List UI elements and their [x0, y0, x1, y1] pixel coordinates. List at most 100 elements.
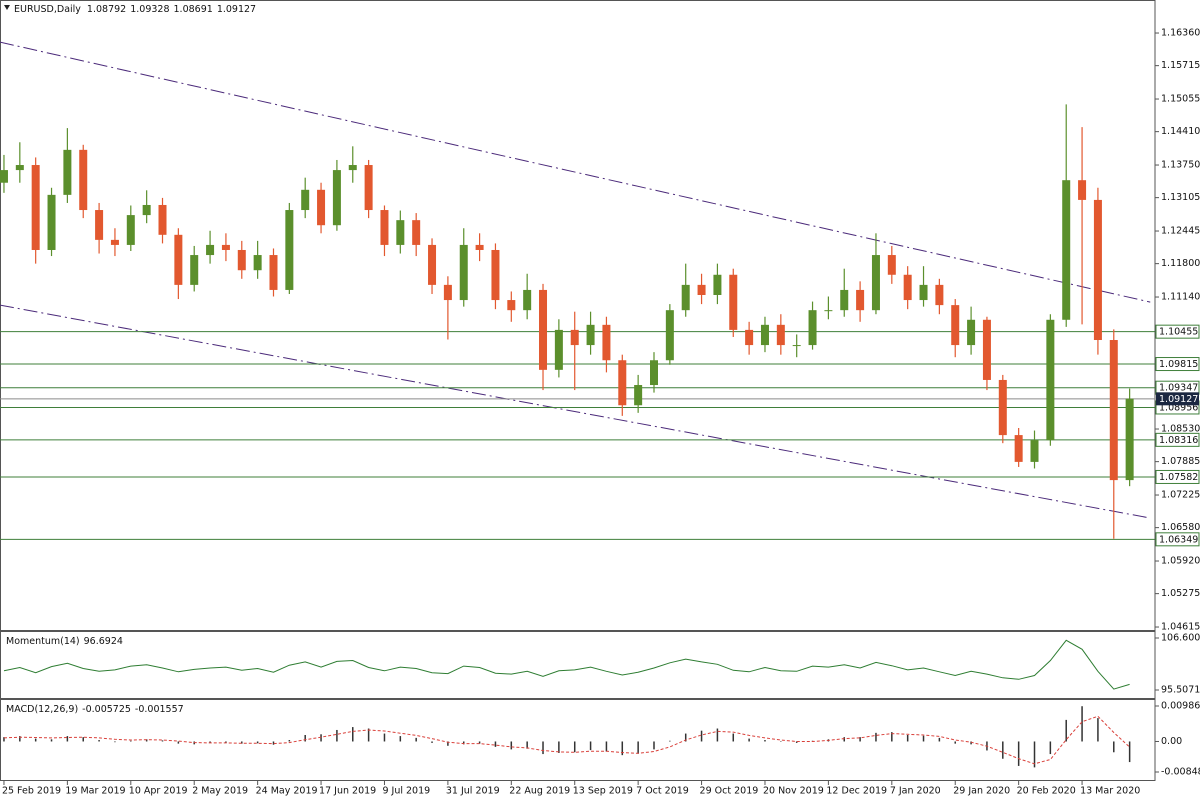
- current-price-box: [1156, 392, 1199, 406]
- candle-body: [1109, 340, 1118, 481]
- candle-body: [982, 319, 991, 380]
- candle-body: [792, 345, 801, 347]
- level-label: 1.09815: [1159, 359, 1198, 370]
- macd-header: MACD(12,26,9) -0.005725 -0.001557: [6, 704, 184, 715]
- momentum-title: Momentum(14): [6, 636, 80, 647]
- x-tick-label: 31 Jul 2019: [446, 786, 500, 797]
- candle-body: [459, 244, 468, 301]
- macd-bar: [891, 732, 893, 742]
- candle-body: [79, 149, 88, 211]
- candle-body: [380, 210, 389, 245]
- candle-body: [443, 284, 452, 301]
- momentum-pane-frame: [0, 631, 1156, 699]
- x-tick-label: 12 Dec 2019: [826, 786, 887, 797]
- macd-bar: [1017, 741, 1020, 766]
- candle-body: [95, 210, 104, 240]
- candle-body: [919, 284, 928, 301]
- candle-body: [808, 310, 817, 346]
- macd-bar: [1097, 718, 1099, 742]
- candle-body: [618, 360, 627, 406]
- macd-bar: [177, 741, 180, 744]
- momentum-header: Momentum(14) 96.6924: [6, 636, 123, 647]
- macd-bar: [415, 737, 417, 742]
- macd-bar: [98, 740, 100, 742]
- candle-body: [539, 289, 548, 370]
- candle-body: [681, 284, 690, 311]
- macd-bar: [494, 741, 497, 747]
- y-tick-label: 1.14410: [1161, 126, 1200, 137]
- macd-bar: [241, 741, 243, 744]
- candle-body: [871, 255, 880, 311]
- candle-body: [348, 165, 357, 171]
- last-low: 1.08691: [174, 4, 213, 15]
- candle-body: [428, 244, 437, 285]
- candle-body: [475, 244, 484, 250]
- macd-pane-frame: [0, 699, 1156, 781]
- x-tick-label: 7 Jan 2020: [890, 786, 941, 797]
- candle-body: [967, 319, 976, 346]
- macd-bar: [336, 729, 338, 742]
- x-tick-label: 29 Jan 2020: [953, 786, 1010, 797]
- macd-bar: [431, 741, 433, 743]
- trendline: [0, 304, 1151, 519]
- macd-bar: [34, 738, 37, 742]
- macd-bar: [922, 735, 925, 742]
- candle-body: [554, 329, 563, 370]
- candle-body: [269, 255, 278, 290]
- candle-body: [47, 194, 56, 250]
- macd-signal-line: [3, 715, 1130, 765]
- y-tick-label: 1.12445: [1161, 226, 1200, 237]
- x-tick-label: 22 Aug 2019: [509, 786, 570, 797]
- macd-bar: [1081, 706, 1083, 742]
- level-label-box: [1155, 324, 1200, 339]
- level-label: 1.10455: [1159, 327, 1198, 338]
- y-tick-label: 1.08530: [1161, 424, 1200, 435]
- y-tick-label: -0.008485: [1161, 766, 1200, 777]
- candle-body: [729, 274, 738, 330]
- last-open: 1.08792: [87, 4, 126, 15]
- candle-body: [570, 329, 579, 346]
- candle-body: [634, 385, 643, 406]
- candle-body: [158, 204, 167, 235]
- macd-bar: [732, 733, 735, 742]
- candle-body: [840, 289, 849, 311]
- x-tick-label: 10 Apr 2019: [129, 786, 188, 797]
- menu-arrow[interactable]: [4, 5, 10, 10]
- candle-body: [190, 255, 199, 285]
- candle-body: [1062, 180, 1071, 320]
- macd-bar: [589, 741, 592, 751]
- macd-bar: [526, 741, 528, 749]
- last-high: 1.09328: [130, 4, 169, 15]
- macd-main-last: -0.005725: [82, 704, 131, 715]
- candle-body: [649, 360, 658, 386]
- macd-bar: [542, 741, 544, 755]
- candle-body: [586, 324, 595, 346]
- last-close: 1.09127: [217, 4, 256, 15]
- y-tick-label: 1.13750: [1161, 160, 1200, 171]
- candle-body: [887, 255, 896, 275]
- candle-body: [903, 274, 912, 301]
- candle-body: [126, 215, 135, 245]
- macd-bar: [256, 741, 259, 744]
- candle-body: [237, 249, 246, 271]
- x-tick-label: 17 Jun 2019: [319, 786, 376, 797]
- level-label-box: [1155, 432, 1200, 447]
- x-tick-label: 9 Jul 2019: [382, 786, 430, 797]
- macd-bar: [938, 737, 941, 742]
- candle-body: [221, 244, 230, 250]
- candle-body: [523, 289, 532, 311]
- x-tick-label: 2 May 2019: [192, 786, 248, 797]
- x-tick-label: 20 Feb 2020: [1017, 786, 1076, 797]
- macd-bar: [1113, 741, 1115, 753]
- macd-bar: [50, 739, 53, 742]
- candle-body: [1030, 440, 1039, 462]
- macd-bar: [225, 741, 227, 743]
- y-tick-label: 0.00: [1161, 736, 1182, 747]
- macd-bar: [1065, 719, 1067, 742]
- level-label: 1.06349: [1159, 534, 1198, 545]
- y-tick-label: 1.15715: [1161, 60, 1200, 71]
- x-tick-label: 7 Oct 2019: [636, 786, 689, 797]
- macd-bar: [161, 740, 164, 742]
